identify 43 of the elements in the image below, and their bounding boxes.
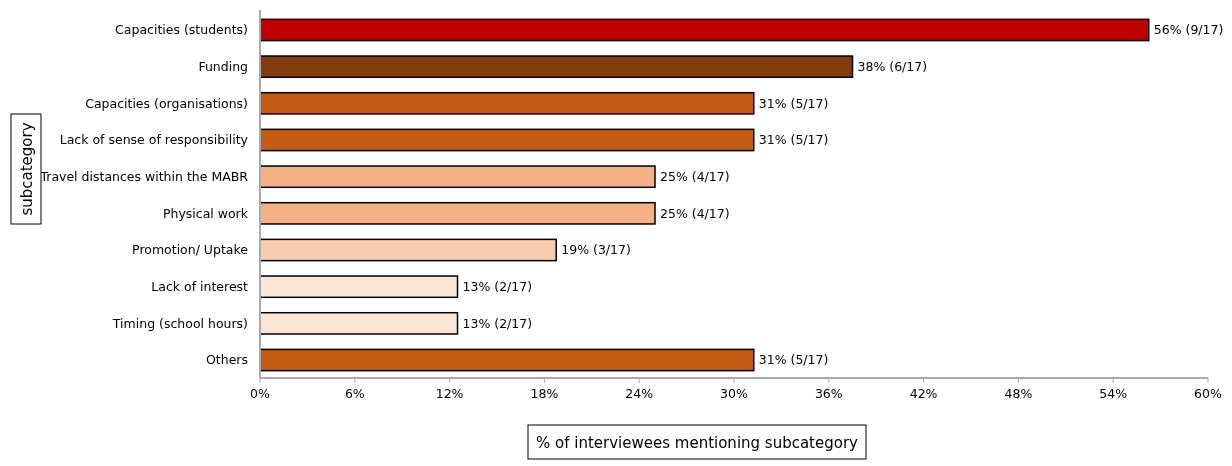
data-label: 25% (4/17) bbox=[660, 205, 730, 221]
bar bbox=[259, 275, 459, 299]
x-tick-label: 12% bbox=[435, 386, 464, 401]
x-axis-title: % of interviewees mentioning subcategory bbox=[536, 434, 859, 452]
bar bbox=[259, 311, 459, 335]
data-label: 56% (9/17) bbox=[1153, 22, 1224, 38]
y-tick-label: Promotion/ Uptake bbox=[132, 242, 249, 258]
x-tick-label: 54% bbox=[1099, 386, 1128, 401]
bar bbox=[259, 18, 1150, 42]
y-tick-label: Travel distances within the MABR bbox=[39, 169, 249, 185]
x-tick-label: 30% bbox=[720, 386, 749, 401]
x-tick-label: 42% bbox=[909, 386, 938, 401]
data-label: 25% (4/17) bbox=[660, 169, 730, 185]
y-tick-label: Physical work bbox=[162, 205, 249, 221]
y-tick-label: Others bbox=[205, 352, 248, 368]
x-tick-label: 6% bbox=[344, 386, 365, 401]
y-axis-title: subcategory bbox=[18, 122, 36, 216]
data-label: 31% (5/17) bbox=[758, 352, 829, 368]
bar bbox=[259, 238, 557, 262]
bar bbox=[259, 55, 854, 79]
y-tick-label: Lack of interest bbox=[151, 279, 249, 295]
x-tick-label: 60% bbox=[1194, 386, 1223, 401]
x-tick-label: 18% bbox=[530, 386, 559, 401]
data-label: 31% (5/17) bbox=[758, 132, 829, 148]
data-label: 13% (2/17) bbox=[462, 315, 533, 331]
y-tick-label: Timing (school hours) bbox=[111, 315, 248, 331]
bar bbox=[259, 165, 656, 189]
bar bbox=[259, 201, 656, 225]
data-label: 13% (2/17) bbox=[462, 279, 533, 295]
x-tick-label: 24% bbox=[625, 386, 654, 401]
data-label: 31% (5/17) bbox=[758, 95, 829, 111]
data-label: 19% (3/17) bbox=[561, 242, 631, 258]
bar bbox=[259, 128, 755, 152]
x-tick-label: 36% bbox=[814, 386, 843, 401]
y-tick-label: Funding bbox=[198, 59, 248, 75]
x-tick-label: 0% bbox=[250, 386, 271, 401]
y-tick-label: Capacities (students) bbox=[115, 22, 248, 38]
y-tick-label: Lack of sense of responsibility bbox=[59, 132, 249, 148]
data-label: 38% (6/17) bbox=[857, 59, 928, 75]
x-tick-label: 48% bbox=[1004, 386, 1033, 401]
y-tick-label: Capacities (organisations) bbox=[85, 95, 248, 111]
bar bbox=[259, 91, 755, 115]
bar bbox=[259, 348, 755, 372]
